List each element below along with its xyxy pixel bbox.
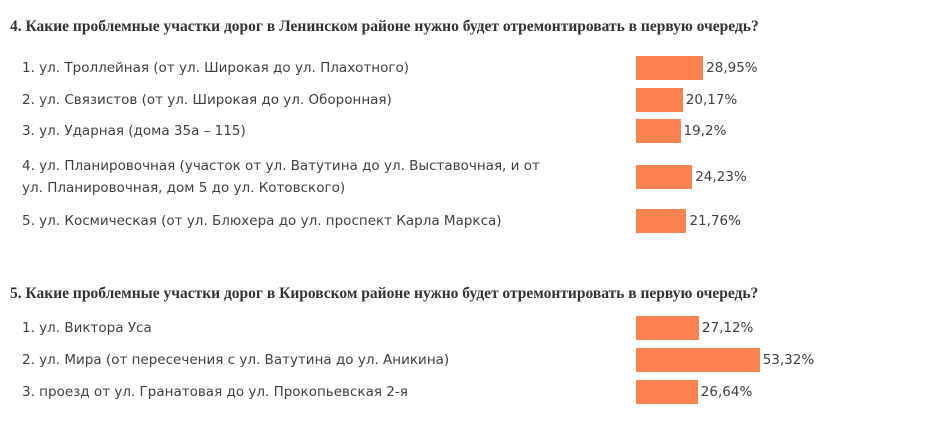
category-label-kirovsky-1: 1. ул. Виктора Уса — [22, 317, 622, 339]
value-label-kirovsky-2: 53,32% — [762, 352, 815, 368]
bar-leninsky-5 — [636, 209, 687, 233]
value-label-leninsky-2: 20,17% — [685, 92, 738, 108]
category-label-line: 3. ул. Ударная (дома 35а – 115) — [22, 123, 246, 139]
chart-title-leninsky: 4. Какие проблемные участки дорог в Лени… — [10, 18, 759, 35]
category-label-line: 5. ул. Космическая (от ул. Блюхера до ул… — [22, 213, 502, 229]
category-label-line: 2. ул. Мира (от пересечения с ул. Ватути… — [22, 352, 450, 368]
value-label-leninsky-3: 19,2% — [683, 123, 727, 139]
bar-leninsky-3 — [636, 119, 681, 143]
bar-leninsky-2 — [636, 88, 683, 112]
value-label-kirovsky-1: 27,12% — [701, 320, 754, 336]
category-label-kirovsky-2: 2. ул. Мира (от пересечения с ул. Ватути… — [22, 349, 622, 371]
bar-leninsky-1 — [636, 56, 704, 80]
category-label-line: 2. ул. Связистов (от ул. Широкая до ул. … — [22, 92, 392, 108]
category-label-leninsky-1: 1. ул. Троллейная (от ул. Широкая до ул.… — [22, 57, 622, 79]
chart-title-kirovsky: 5. Какие проблемные участки дорог в Киро… — [10, 285, 759, 302]
category-label-line: 1. ул. Виктора Уса — [22, 320, 152, 336]
category-label-line: 4. ул. Планировочная (участок от ул. Ват… — [22, 158, 540, 174]
category-label-line: ул. Планировочная, дом 5 до ул. Котовско… — [22, 180, 346, 196]
value-label-leninsky-4: 24,23% — [695, 169, 747, 185]
value-label-leninsky-5: 21,76% — [689, 213, 741, 229]
category-label-leninsky-2: 2. ул. Связистов (от ул. Широкая до ул. … — [22, 89, 622, 111]
bar-kirovsky-3 — [636, 380, 698, 404]
category-label-kirovsky-3: 3. проезд от ул. Гранатовая до ул. Проко… — [22, 381, 622, 403]
category-label-line: 1. ул. Троллейная (от ул. Широкая до ул.… — [22, 60, 410, 76]
bar-kirovsky-1 — [636, 316, 699, 340]
category-label-leninsky-4: 4. ул. Планировочная (участок от ул. Ват… — [22, 155, 622, 199]
category-label-leninsky-5: 5. ул. Космическая (от ул. Блюхера до ул… — [22, 210, 622, 232]
category-label-leninsky-3: 3. ул. Ударная (дома 35а – 115) — [22, 120, 622, 142]
value-label-kirovsky-3: 26,64% — [700, 384, 753, 400]
bar-leninsky-4 — [636, 165, 693, 189]
category-label-line: 3. проезд от ул. Гранатовая до ул. Проко… — [22, 384, 408, 400]
value-label-leninsky-1: 28,95% — [706, 60, 758, 76]
bar-kirovsky-2 — [636, 348, 760, 372]
